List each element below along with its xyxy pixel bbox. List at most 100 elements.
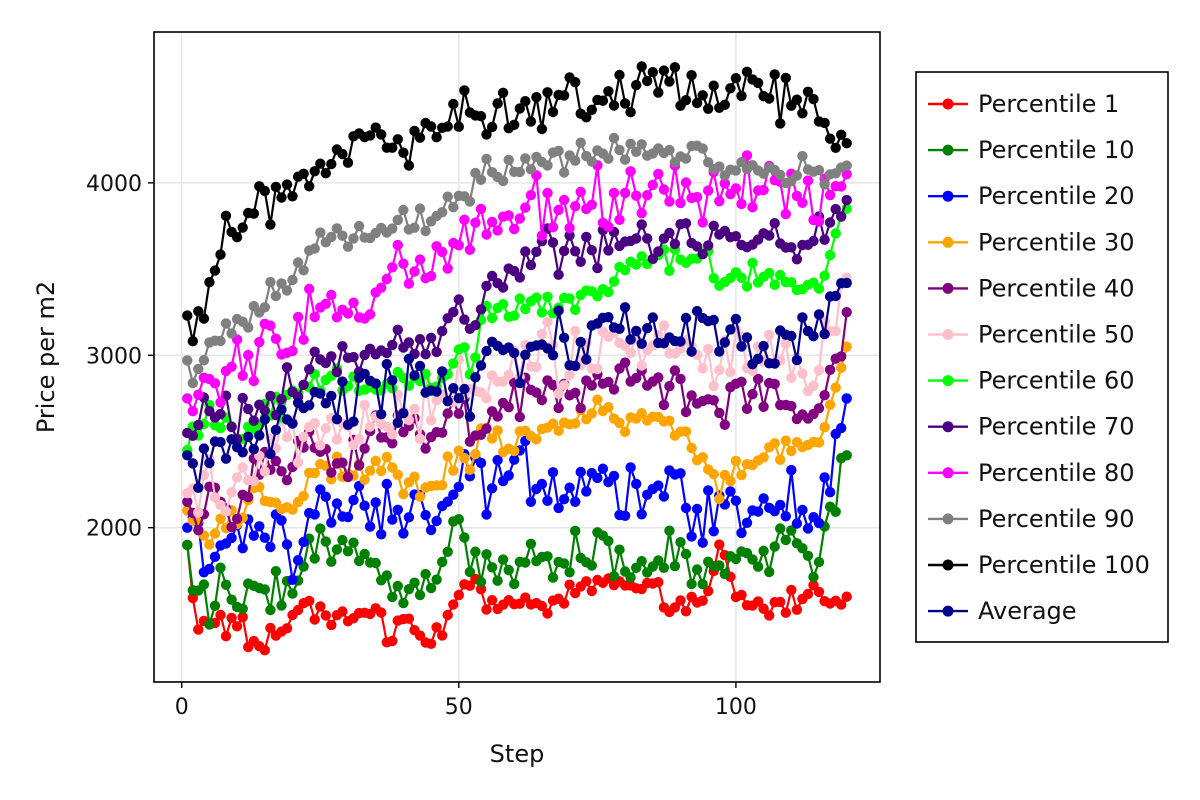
data-point <box>209 551 221 562</box>
data-point <box>387 339 398 351</box>
data-point <box>658 491 670 502</box>
data-point <box>409 577 420 588</box>
data-point <box>730 73 742 84</box>
data-point <box>570 304 581 315</box>
data-point <box>475 111 487 122</box>
data-point <box>453 589 464 601</box>
data-point <box>741 517 753 528</box>
data-point <box>830 325 841 337</box>
data-point <box>509 223 520 235</box>
data-point <box>420 443 431 454</box>
data-point <box>437 246 448 258</box>
data-point <box>525 164 537 175</box>
data-point <box>619 510 631 521</box>
x-axis-title: Step <box>490 740 545 768</box>
data-point <box>492 98 503 109</box>
data-point <box>714 196 725 207</box>
data-point <box>304 595 315 607</box>
data-point <box>730 231 742 242</box>
data-point <box>680 153 692 164</box>
data-point <box>664 227 675 239</box>
data-point <box>437 366 448 377</box>
data-point <box>775 118 786 129</box>
data-point <box>697 143 708 154</box>
data-point <box>475 174 487 185</box>
data-point <box>824 399 836 410</box>
data-point <box>824 249 836 261</box>
data-point <box>747 257 758 269</box>
data-point <box>315 523 326 534</box>
data-point <box>625 334 636 345</box>
data-point <box>769 69 780 80</box>
data-point <box>669 560 681 572</box>
data-point <box>292 257 304 268</box>
data-point <box>442 191 453 202</box>
data-point <box>459 214 470 225</box>
data-point <box>703 485 714 496</box>
series-percentile-1 <box>182 539 852 656</box>
data-point <box>775 596 786 608</box>
data-point <box>769 358 780 369</box>
data-point <box>703 343 714 355</box>
data-point <box>470 448 481 460</box>
data-point <box>409 403 420 415</box>
data-point <box>619 426 631 437</box>
data-point <box>786 330 797 342</box>
data-point <box>182 393 193 404</box>
data-point <box>824 189 836 201</box>
data-point <box>653 577 664 588</box>
data-point <box>392 504 403 515</box>
data-point <box>570 325 581 337</box>
data-point <box>448 383 459 394</box>
data-point <box>182 539 193 551</box>
data-point <box>392 134 403 145</box>
data-point <box>220 318 232 329</box>
data-point <box>536 600 548 612</box>
data-point <box>730 553 742 565</box>
x-axis: 0 50 100 <box>175 682 757 720</box>
data-point <box>603 245 614 256</box>
data-point <box>453 294 464 305</box>
data-point <box>619 265 631 276</box>
data-point <box>309 311 320 323</box>
data-point <box>470 372 481 383</box>
series-average <box>182 277 852 493</box>
data-point <box>714 493 725 505</box>
data-point <box>714 407 725 419</box>
data-point <box>553 502 564 514</box>
data-point <box>276 515 287 526</box>
data-point <box>625 572 636 583</box>
data-point <box>786 400 797 412</box>
data-point <box>364 465 376 476</box>
data-point <box>381 451 392 463</box>
data-point <box>697 595 708 606</box>
data-point <box>653 372 664 383</box>
data-point <box>775 169 786 181</box>
data-point <box>725 83 736 94</box>
data-point <box>376 409 387 420</box>
data-point <box>786 242 797 253</box>
data-point <box>570 246 581 257</box>
data-point <box>315 227 326 238</box>
data-point <box>254 521 265 532</box>
data-point <box>182 355 193 366</box>
data-point <box>619 98 631 109</box>
data-point <box>697 452 708 463</box>
data-point <box>553 425 564 436</box>
data-point <box>570 387 581 398</box>
data-point <box>797 108 808 119</box>
data-point <box>304 364 315 375</box>
data-point <box>824 364 836 375</box>
data-point <box>680 95 692 106</box>
data-point <box>315 158 326 169</box>
data-point <box>431 574 442 585</box>
data-point <box>226 612 237 624</box>
data-point <box>520 202 531 213</box>
data-point <box>581 231 592 243</box>
data-point <box>248 208 259 219</box>
data-point <box>220 453 232 464</box>
data-point <box>182 450 193 461</box>
data-point <box>608 276 620 287</box>
data-point <box>764 230 775 241</box>
data-point <box>631 259 642 270</box>
